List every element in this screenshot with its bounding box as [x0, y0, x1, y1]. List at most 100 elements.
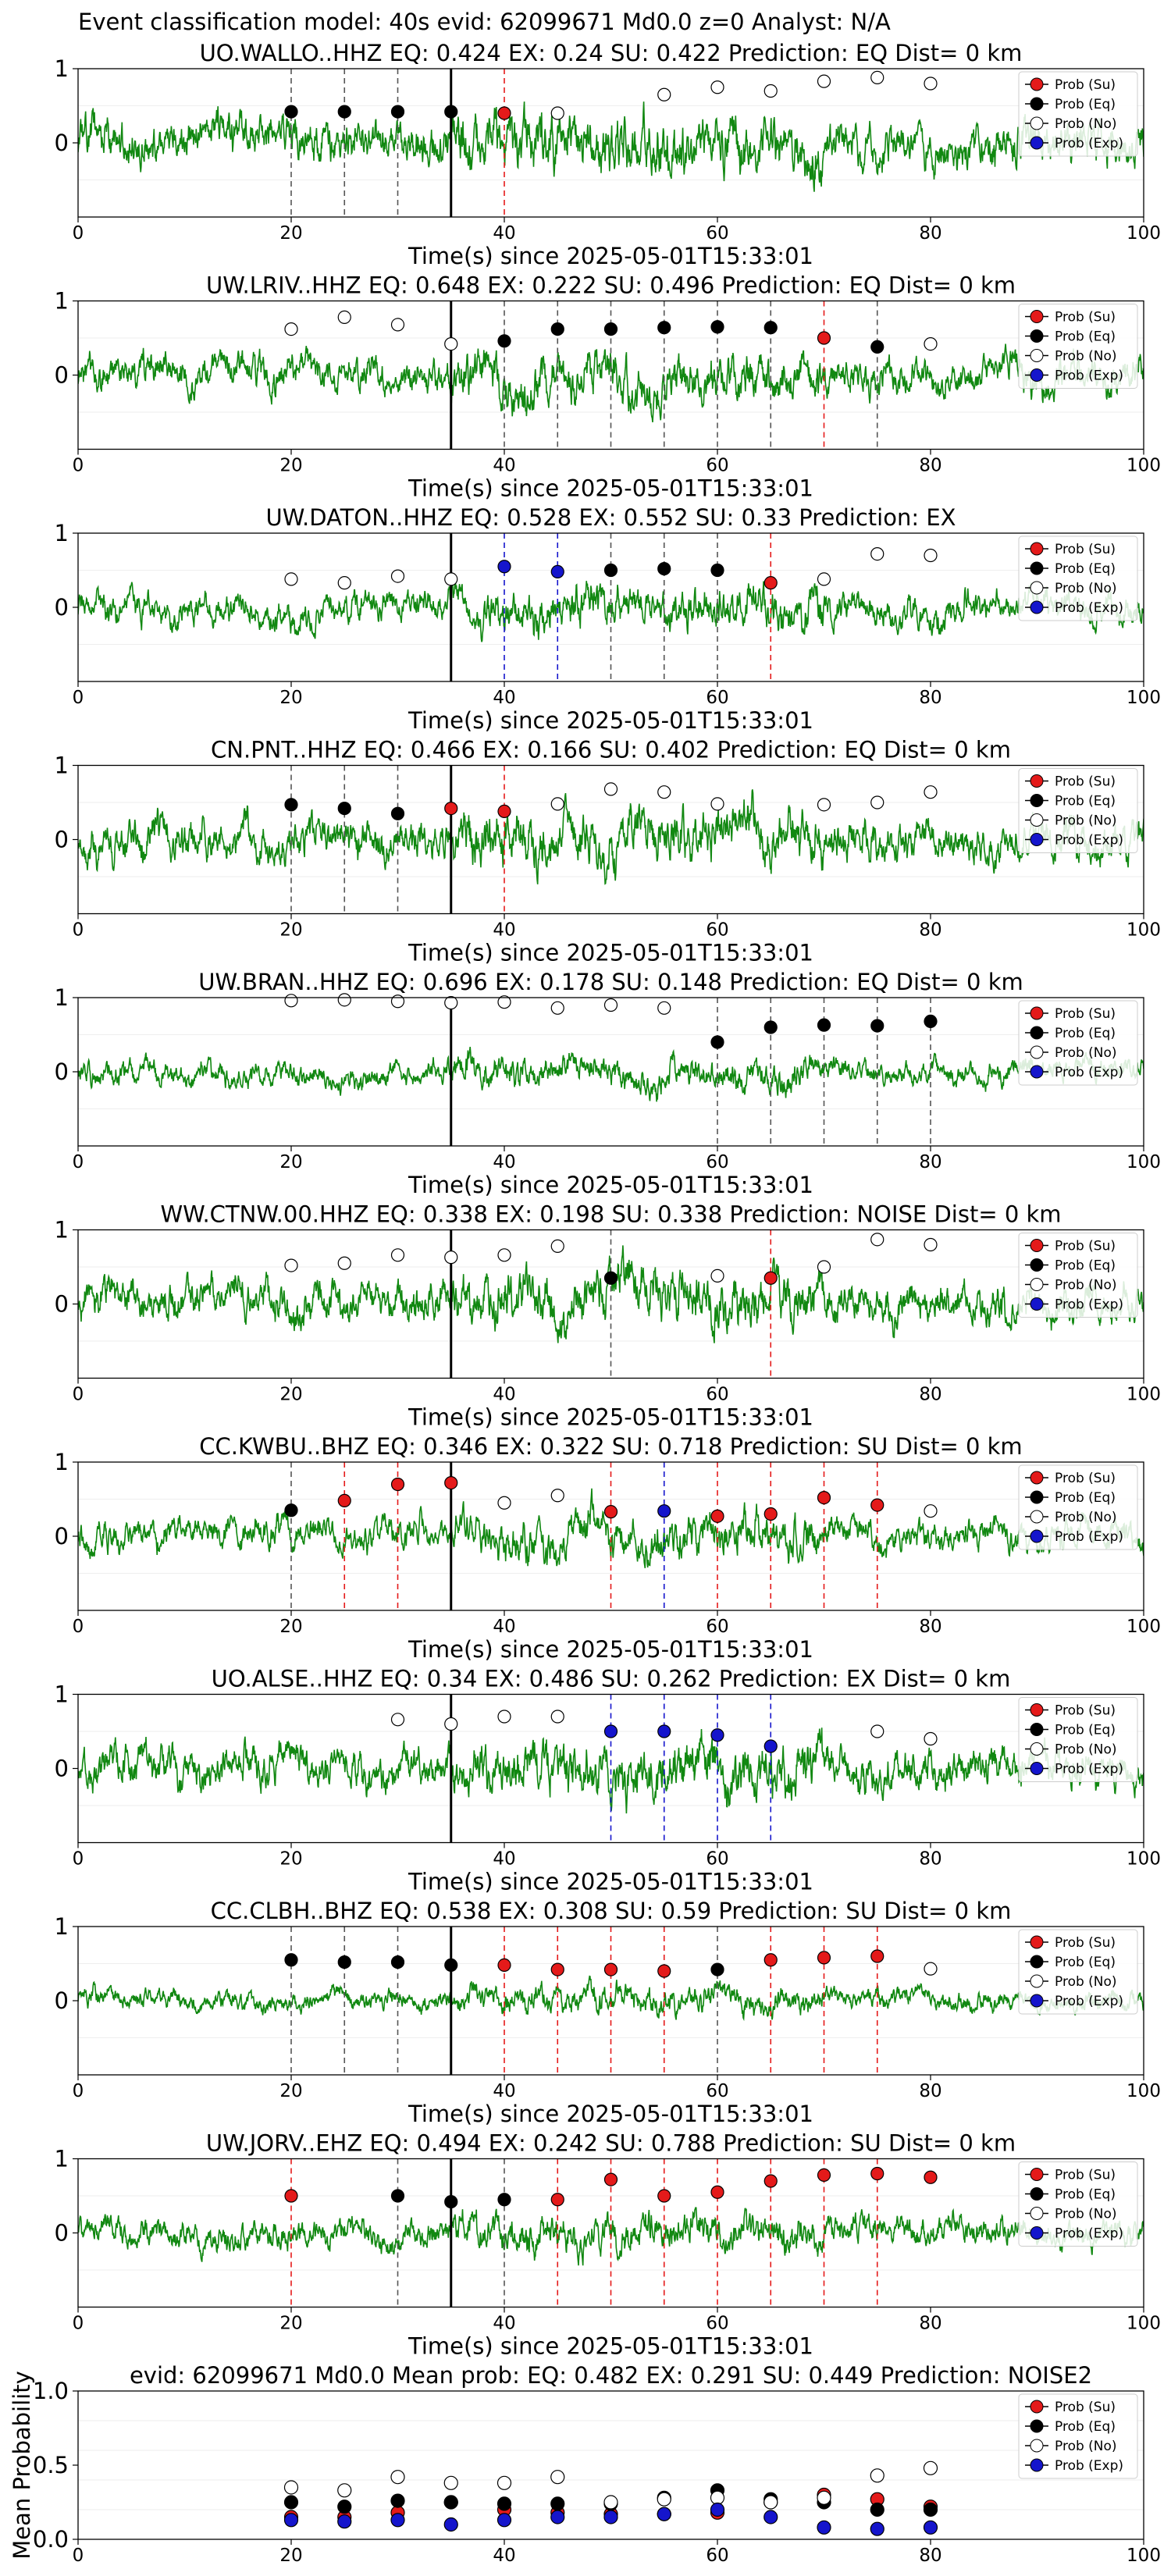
- legend-label-no: Prob (No): [1055, 1742, 1117, 1758]
- prob-point-no: [870, 1724, 884, 1738]
- legend-box: [1018, 1464, 1138, 1550]
- x-axis-label: Time(s) since 2025-05-01T15:33:01: [408, 1404, 813, 1431]
- prob-point-exp: [657, 2507, 671, 2521]
- prob-point-su: [817, 2168, 831, 2182]
- prob-point-exp: [710, 1728, 724, 1742]
- x-tick-label: 60: [706, 456, 728, 476]
- prob-point-su: [817, 1951, 831, 1965]
- y-tick-label: 1: [55, 1913, 69, 1940]
- legend-marker-su: [1030, 2168, 1044, 2181]
- prob-point-eq: [284, 798, 298, 812]
- y-tick-label: 1: [55, 520, 69, 546]
- x-tick-label: 0: [73, 223, 84, 244]
- x-tick-label: 0: [73, 456, 84, 476]
- prob-point-eq: [924, 1014, 938, 1029]
- y-axis-label: Mean Probability: [9, 2371, 35, 2560]
- prob-point-eq: [870, 340, 884, 354]
- y-tick-label: 0: [55, 130, 69, 156]
- legend-marker-eq: [1030, 1955, 1044, 1969]
- x-tick-label: 0: [73, 1152, 84, 1172]
- prob-point-no: [390, 1248, 405, 1262]
- legend-label-no: Prob (No): [1055, 581, 1117, 596]
- prob-point-eq: [550, 322, 564, 336]
- prob-point-no: [924, 76, 938, 91]
- x-tick-label: 40: [493, 688, 515, 708]
- prob-point-no: [870, 70, 884, 85]
- legend-label-no: Prob (No): [1055, 1974, 1117, 1990]
- legend-label-su: Prob (Su): [1055, 1006, 1116, 1022]
- legend-label-su: Prob (Su): [1055, 1935, 1116, 1951]
- prob-point-no: [603, 998, 618, 1012]
- legend-label-eq: Prob (Eq): [1055, 1258, 1116, 1274]
- prob-point-no: [390, 1713, 405, 1727]
- subplot-title: CC.KWBU..BHZ EQ: 0.346 EX: 0.322 SU: 0.7…: [199, 1433, 1022, 1460]
- legend-label-no: Prob (No): [1055, 2207, 1117, 2222]
- prob-point-eq: [497, 334, 511, 348]
- x-axis-label: Time(s) since 2025-05-01T15:33:01: [408, 1172, 813, 1198]
- x-tick-label: 100: [1127, 1617, 1161, 1637]
- y-tick-label: 0: [55, 1987, 69, 2014]
- prob-point-no: [444, 1717, 458, 1731]
- x-tick-label: 40: [493, 920, 515, 941]
- prob-point-eq: [657, 561, 671, 576]
- legend-marker-no: [1030, 1974, 1044, 1988]
- legend-label-exp: Prob (Exp): [1055, 600, 1123, 616]
- prob-point-eq: [390, 2493, 405, 2508]
- subplot-7: CC.KWBU..BHZ EQ: 0.346 EX: 0.322 SU: 0.7…: [55, 1433, 1161, 1663]
- legend-label-eq: Prob (Eq): [1055, 561, 1116, 577]
- legend-box: [1018, 1000, 1138, 1086]
- prob-point-su: [924, 2170, 938, 2184]
- waveform-trace: [78, 2206, 1144, 2266]
- x-tick-label: 40: [493, 1849, 515, 1870]
- x-axis-label: Time(s) since 2025-05-01T15:33:01: [408, 940, 813, 966]
- legend-label-no: Prob (No): [1055, 2439, 1117, 2454]
- legend-marker-exp: [1030, 368, 1044, 382]
- subplot-title: CN.PNT..HHZ EQ: 0.466 EX: 0.166 SU: 0.40…: [211, 737, 1011, 763]
- x-axis-label: Time(s) since 2025-05-01T15:33:01: [408, 1636, 813, 1663]
- prob-point-eq: [763, 1020, 778, 1034]
- prob-point-su: [763, 1271, 778, 1285]
- y-tick-label: 0: [55, 1291, 69, 1318]
- x-tick-label: 80: [919, 1617, 941, 1637]
- subplot-9: CC.CLBH..BHZ EQ: 0.538 EX: 0.308 SU: 0.5…: [55, 1898, 1161, 2127]
- legend-marker-no: [1030, 116, 1044, 130]
- x-tick-label: 40: [493, 2081, 515, 2101]
- legend-label-no: Prob (No): [1055, 813, 1117, 829]
- legend-label-no: Prob (No): [1055, 349, 1117, 365]
- prob-point-su: [657, 2189, 671, 2203]
- x-tick-label: 60: [706, 2546, 728, 2566]
- x-tick-label: 20: [279, 456, 302, 476]
- prob-point-exp: [603, 2510, 618, 2524]
- prob-point-su: [870, 2166, 884, 2181]
- x-tick-label: 100: [1127, 1849, 1161, 1870]
- prob-point-eq: [284, 105, 298, 119]
- prob-point-eq: [710, 1035, 724, 1049]
- prob-point-no: [497, 1496, 511, 1510]
- legend-marker-exp: [1030, 2226, 1044, 2240]
- y-tick-label: 0: [55, 2220, 69, 2247]
- legend-label-su: Prob (Su): [1055, 2400, 1116, 2415]
- prob-point-no: [284, 1258, 298, 1272]
- prob-point-eq: [444, 2195, 458, 2209]
- x-tick-label: 0: [73, 920, 84, 941]
- y-tick-label: 0.5: [33, 2452, 69, 2478]
- prob-point-no: [550, 1489, 564, 1503]
- x-tick-label: 40: [493, 1385, 515, 1405]
- x-tick-label: 20: [279, 920, 302, 941]
- y-tick-label: 1: [55, 1449, 69, 1475]
- x-tick-label: 40: [493, 223, 515, 244]
- subplot-title: UW.LRIV..HHZ EQ: 0.648 EX: 0.222 SU: 0.4…: [206, 272, 1016, 299]
- x-tick-label: 100: [1127, 1152, 1161, 1172]
- prob-point-eq: [444, 105, 458, 119]
- x-tick-label: 60: [706, 920, 728, 941]
- subplot-title: UW.JORV..EHZ EQ: 0.494 EX: 0.242 SU: 0.7…: [206, 2130, 1016, 2157]
- y-tick-label: 0: [55, 1523, 69, 1550]
- y-tick-label: 1.0: [33, 2378, 69, 2404]
- legend-label-su: Prob (Su): [1055, 1703, 1116, 1719]
- waveform-trace: [78, 1727, 1144, 1814]
- legend-label-su: Prob (Su): [1055, 542, 1116, 557]
- prob-point-no: [497, 995, 511, 1009]
- figure-suptitle: Event classification model: 40s evid: 62…: [78, 9, 891, 35]
- x-tick-label: 40: [493, 1617, 515, 1637]
